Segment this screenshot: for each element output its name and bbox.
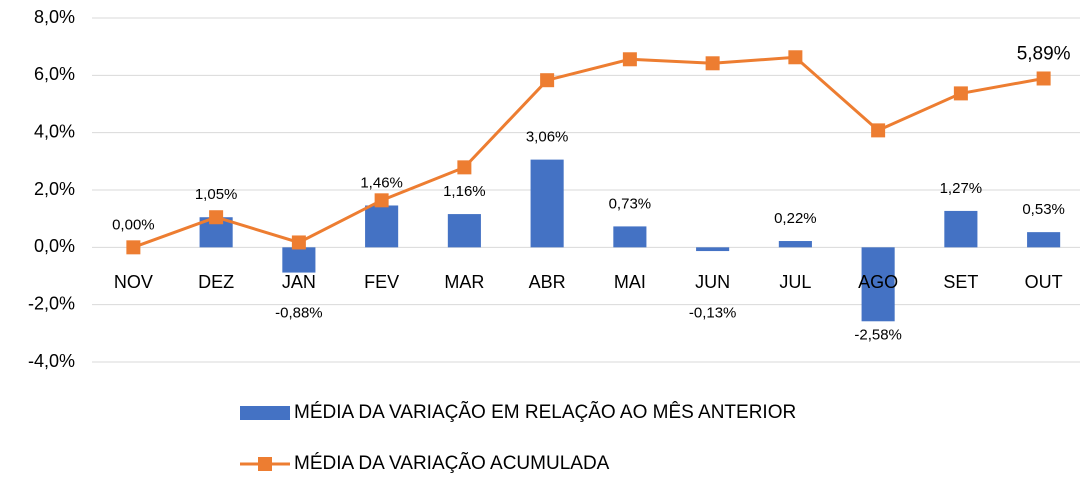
data-label: 1,16%	[443, 183, 486, 200]
line-marker	[374, 193, 389, 208]
line-marker	[705, 56, 720, 71]
legend-label: MÉDIA DA VARIAÇÃO ACUMULADA	[294, 452, 610, 474]
bar	[1027, 232, 1061, 248]
data-label: -0,88%	[275, 304, 323, 321]
x-tick-label: JUN	[695, 272, 730, 292]
y-tick-label: 4,0%	[34, 121, 75, 141]
data-label: 0,53%	[1022, 201, 1065, 218]
bar	[944, 210, 978, 248]
y-tick-label: -2,0%	[28, 293, 75, 313]
data-label: -2,58%	[854, 326, 902, 343]
data-label: 5,89%	[1017, 44, 1071, 65]
y-tick-label: 2,0%	[34, 179, 75, 199]
y-tick-label: -4,0%	[28, 351, 75, 371]
line	[132, 55, 1044, 249]
line-marker	[126, 240, 141, 255]
y-tick-label: 0,0%	[34, 236, 75, 256]
x-tick-label: DEZ	[198, 272, 234, 292]
bar	[861, 247, 895, 322]
x-tick-label: MAI	[614, 272, 646, 292]
data-label: 1,05%	[195, 186, 238, 203]
line-marker	[457, 160, 472, 175]
x-tick-label: JUL	[779, 272, 811, 292]
bar	[282, 247, 316, 273]
x-tick-label: FEV	[364, 272, 399, 292]
legend-marker	[258, 457, 272, 471]
x-tick-label: ABR	[529, 272, 566, 292]
x-tick-label: SET	[943, 272, 978, 292]
line-marker	[540, 73, 555, 88]
line-marker	[788, 50, 803, 65]
x-tick-label: AGO	[858, 272, 898, 292]
x-tick-label: MAR	[444, 272, 484, 292]
legend-label: MÉDIA DA VARIAÇÃO EM RELAÇÃO AO MÊS ANTE…	[294, 401, 796, 423]
data-label: 1,46%	[360, 174, 403, 191]
bar	[613, 226, 647, 248]
x-tick-label: OUT	[1025, 272, 1063, 292]
bar	[365, 205, 399, 248]
data-label: 3,06%	[526, 129, 569, 146]
data-label: 0,00%	[112, 216, 155, 233]
line-marker	[953, 86, 968, 101]
x-tick-label: NOV	[114, 272, 153, 292]
bar	[696, 247, 730, 252]
bar	[447, 214, 481, 248]
data-label: -0,13%	[689, 304, 737, 321]
bar	[530, 159, 564, 248]
line-marker	[622, 52, 637, 67]
line-marker	[1036, 71, 1051, 86]
line-marker	[209, 210, 224, 225]
line-marker	[291, 235, 306, 250]
data-label: 0,22%	[774, 210, 817, 227]
bar	[778, 241, 812, 248]
data-label: 1,27%	[940, 180, 983, 197]
y-tick-label: 6,0%	[34, 64, 75, 84]
line-marker	[871, 123, 886, 138]
data-label: 0,73%	[609, 195, 652, 212]
y-tick-label: 8,0%	[34, 7, 75, 27]
legend-swatch	[240, 406, 290, 420]
x-tick-label: JAN	[282, 272, 316, 292]
